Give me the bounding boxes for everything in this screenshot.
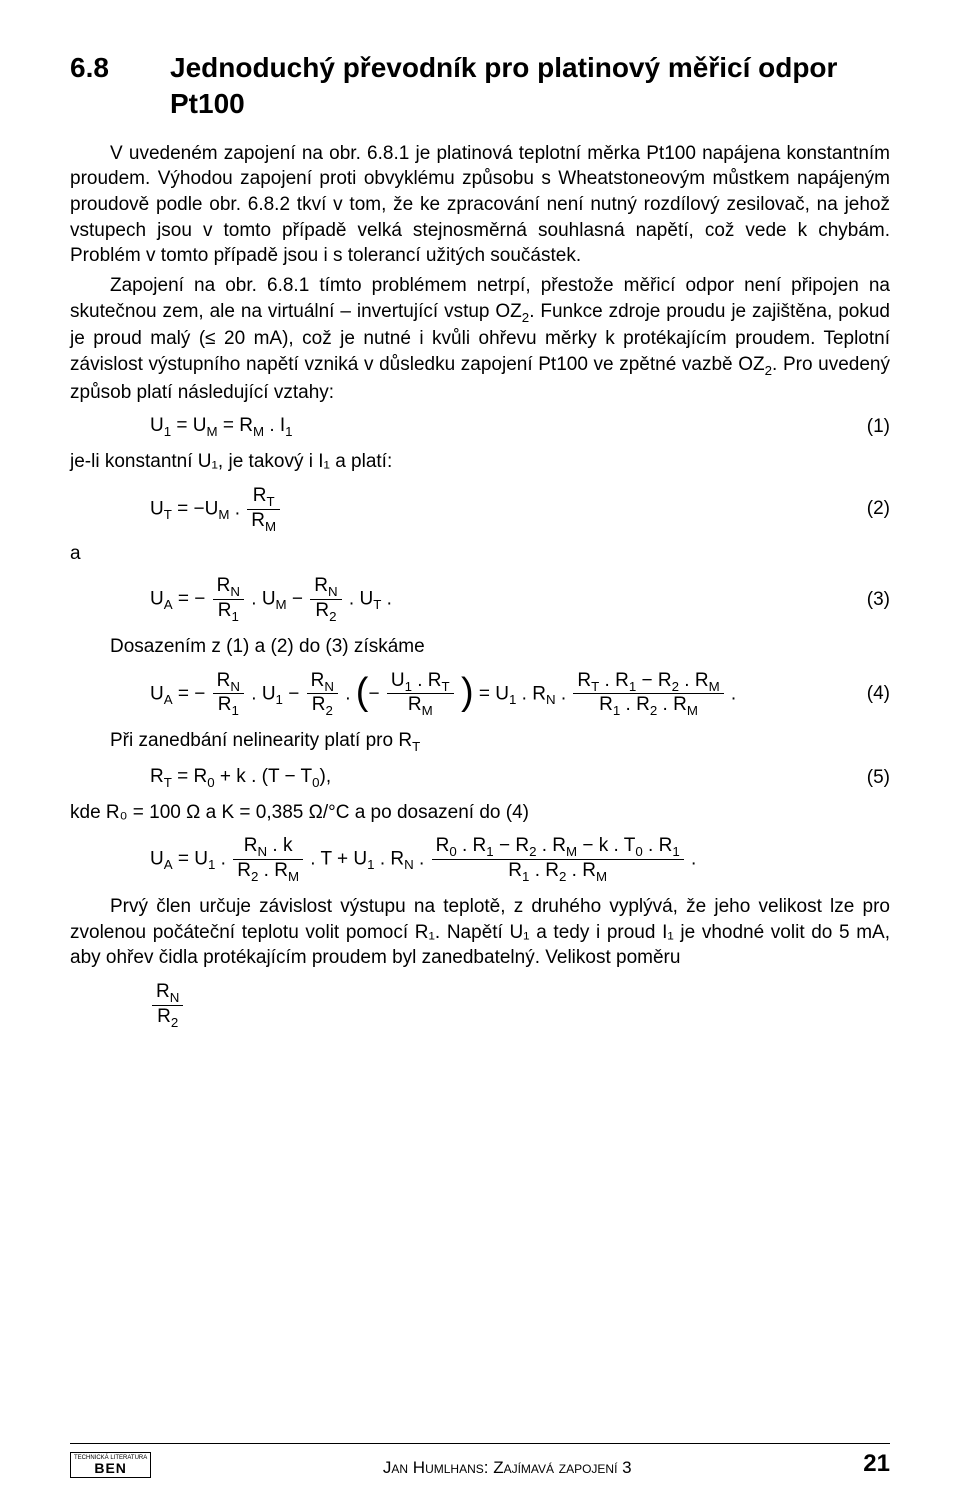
equation-5: RT = R0 + k . (T − T0), (5)	[70, 766, 890, 790]
paragraph-1: V uvedeném zapojení na obr. 6.8.1 je pla…	[70, 141, 890, 269]
paragraph-2: Zapojení na obr. 6.8.1 tímto problémem n…	[70, 273, 890, 405]
section-number: 6.8	[70, 50, 170, 123]
eq2-num: (2)	[830, 498, 890, 520]
line-after-eq4: Při zanedbání nelinearity platí pro RT	[70, 728, 890, 756]
eq3-body: UA = − RNR1 . UM − RNR2 . UT .	[150, 575, 830, 624]
paragraph-last: Prvý člen určuje závislost výstupu na te…	[70, 894, 890, 971]
eq4-body: UA = − RNR1 . U1 − RNR2 . (− U1 . RTRM )…	[150, 670, 830, 719]
eq4-num: (4)	[830, 683, 890, 705]
eq1-body: U1 = UM = RM . I1	[150, 415, 830, 439]
equation-4: UA = − RNR1 . U1 − RNR2 . (− U1 . RTRM )…	[70, 670, 890, 719]
eq5-body: RT = R0 + k . (T − T0),	[150, 766, 830, 790]
equation-ratio: RNR2	[70, 981, 890, 1030]
eq-ratio-body: RNR2	[150, 981, 830, 1030]
equation-1: U1 = UM = RM . I1 (1)	[70, 415, 890, 439]
section-heading: 6.8 Jednoduchý převodník pro platinový m…	[70, 50, 890, 123]
section-title: Jednoduchý převodník pro platinový měřic…	[170, 50, 890, 123]
page-number: 21	[863, 1450, 890, 1478]
line-after-eq3: Dosazením z (1) a (2) do (3) získáme	[70, 634, 890, 660]
connector-a: a	[70, 543, 890, 565]
publisher-logo: TECHNICKÁ LITERATURA BEN	[70, 1452, 151, 1478]
line-after-eq5: kde R₀ = 100 Ω a K = 0,385 Ω/°C a po dos…	[70, 800, 890, 826]
eq1-num: (1)	[830, 416, 890, 438]
equation-3: UA = − RNR1 . UM − RNR2 . UT . (3)	[70, 575, 890, 624]
line-after-eq1: je-li konstantní U₁, je takový i I₁ a pl…	[70, 449, 890, 475]
equation-6: UA = U1 . RN . kR2 . RM . T + U1 . RN . …	[70, 835, 890, 884]
page-footer: TECHNICKÁ LITERATURA BEN Jan Humlhans: Z…	[70, 1443, 890, 1478]
footer-title: Jan Humlhans: Zajímavá zapojení 3	[151, 1458, 863, 1478]
eq3-num: (3)	[830, 589, 890, 611]
equation-2: UT = −UM . RTRM (2)	[70, 485, 890, 534]
logo-bottom: BEN	[74, 1461, 147, 1475]
eq6-body: UA = U1 . RN . kR2 . RM . T + U1 . RN . …	[150, 835, 830, 884]
eq2-body: UT = −UM . RTRM	[150, 485, 830, 534]
eq5-num: (5)	[830, 767, 890, 789]
